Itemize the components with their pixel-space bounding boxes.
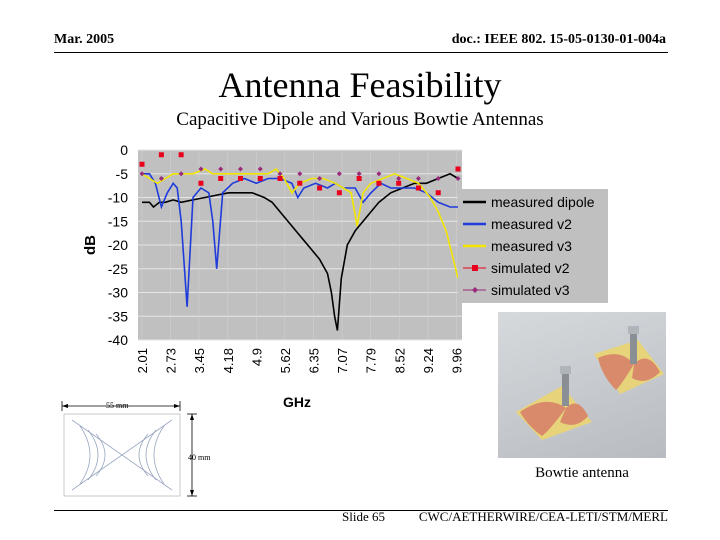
- y-tick-label: -20: [108, 237, 128, 253]
- header-rule: [54, 52, 668, 53]
- marker-simulated-v3: [198, 166, 204, 172]
- marker-simulated-v2: [396, 180, 402, 186]
- series-markers: [139, 152, 461, 196]
- marker-simulated-v3: [396, 176, 402, 181]
- chart-legend: measured dipole measured v2 measured v3 sim…: [458, 189, 608, 303]
- marker-simulated-v3: [455, 176, 461, 181]
- y-tick-label: 0: [120, 142, 128, 158]
- marker-simulated-v2: [415, 185, 421, 191]
- marker-simulated-v3: [218, 166, 224, 172]
- marker-simulated-v2: [435, 190, 441, 196]
- marker-simulated-v3: [435, 176, 441, 181]
- marker-simulated-v2: [455, 166, 461, 172]
- slide-number: Slide 65: [342, 509, 385, 524]
- marker-simulated-v3: [237, 166, 243, 172]
- marker-simulated-v2: [237, 176, 243, 181]
- height-label: 40 mm: [188, 453, 211, 462]
- marker-simulated-v3: [158, 176, 164, 181]
- legend-marker: [472, 265, 478, 271]
- marker-simulated-v3: [376, 171, 382, 177]
- y-tick-label: -25: [108, 261, 128, 277]
- x-tick-label: 9.96: [449, 348, 464, 373]
- marker-simulated-v2: [356, 176, 362, 181]
- series-line-measured_v2: [142, 173, 458, 307]
- photo-caption: Bowtie antenna: [535, 465, 629, 481]
- y-tick-label: -5: [116, 166, 129, 182]
- x-tick-label: 5.62: [278, 348, 293, 373]
- marker-simulated-v2: [376, 180, 382, 186]
- right-antenna: [594, 326, 664, 394]
- x-tick-label: 3.45: [192, 348, 207, 373]
- series-line-measured_dipole: [142, 172, 459, 331]
- x-axis-label: GHz: [283, 394, 311, 410]
- y-tick-label: -10: [108, 190, 128, 206]
- y-axis-label: dB: [82, 235, 99, 255]
- marker-simulated-v3: [317, 176, 323, 181]
- slide-subtitle: Capacitive Dipole and Various Bowtie Ant…: [176, 109, 544, 130]
- marker-simulated-v2: [178, 152, 184, 158]
- y-tick-label: -35: [108, 308, 128, 324]
- y-tick-label: -30: [108, 285, 128, 301]
- marker-simulated-v3: [257, 166, 263, 172]
- legend-label: simulated v3: [491, 282, 570, 298]
- marker-simulated-v2: [297, 180, 303, 186]
- left-antenna: [516, 366, 592, 440]
- marker-simulated-v2: [158, 152, 164, 158]
- legend-label: measured v3: [491, 238, 572, 254]
- marker-simulated-v3: [356, 171, 362, 177]
- marker-simulated-v2: [277, 176, 283, 181]
- x-tick-label: 9.24: [421, 348, 436, 373]
- y-tick-labels: 0 -5 -10 -15 -20 -25 -30 -35 -40: [108, 142, 128, 348]
- width-label: 55 mm: [106, 401, 129, 410]
- marker-simulated-v2: [218, 176, 224, 181]
- y-tick-label: -40: [108, 332, 128, 348]
- x-tick-label: 4.9: [249, 348, 264, 366]
- marker-simulated-v3: [277, 171, 283, 177]
- x-tick-label: 2.73: [163, 348, 178, 373]
- marker-simulated-v2: [336, 190, 342, 196]
- legend-label: simulated v2: [491, 260, 570, 276]
- slide-title: Antenna Feasibility: [218, 65, 502, 105]
- x-tick-label: 8.52: [392, 348, 407, 373]
- footer-rule: [54, 510, 668, 511]
- marker-simulated-v2: [139, 161, 145, 167]
- marker-simulated-v3: [139, 171, 145, 177]
- marker-simulated-v2: [198, 180, 204, 186]
- x-tick-labels: 2.01 2.73 3.45 4.18 4.9 5.62 6.35 7.07 7.79 8.52 9…: [135, 348, 464, 373]
- width-dimension: 55 mm: [61, 401, 181, 411]
- marker-simulated-v3: [297, 171, 303, 177]
- footer-credit: CWC/AETHERWIRE/CEA-LETI/STM/MERL: [418, 509, 668, 524]
- bowtie-outline: [63, 413, 181, 497]
- height-dimension: 40 mm: [187, 413, 211, 497]
- marker-simulated-v2: [317, 185, 323, 191]
- bowtie-antenna-photo: [498, 312, 666, 458]
- y-tick-label: -15: [108, 213, 128, 229]
- legend-label: measured dipole: [491, 194, 595, 210]
- marker-simulated-v3: [336, 171, 342, 177]
- legend-label: measured v2: [491, 216, 572, 232]
- x-tick-label: 7.07: [335, 348, 350, 373]
- legend-marker: [472, 287, 478, 293]
- x-tick-label: 6.35: [307, 348, 322, 373]
- marker-simulated-v3: [178, 171, 184, 177]
- header-date: Mar. 2005: [54, 32, 115, 47]
- x-tick-label: 7.79: [364, 348, 379, 373]
- x-tick-label: 4.18: [221, 348, 236, 373]
- x-tick-label: 2.01: [135, 348, 150, 373]
- bowtie-dimension-diagram: 55 mm 40 mm: [61, 401, 211, 497]
- marker-simulated-v2: [257, 176, 263, 181]
- marker-simulated-v3: [415, 176, 421, 181]
- header-doc-id: doc.: IEEE 802. 15-05-0130-01-004a: [451, 32, 666, 47]
